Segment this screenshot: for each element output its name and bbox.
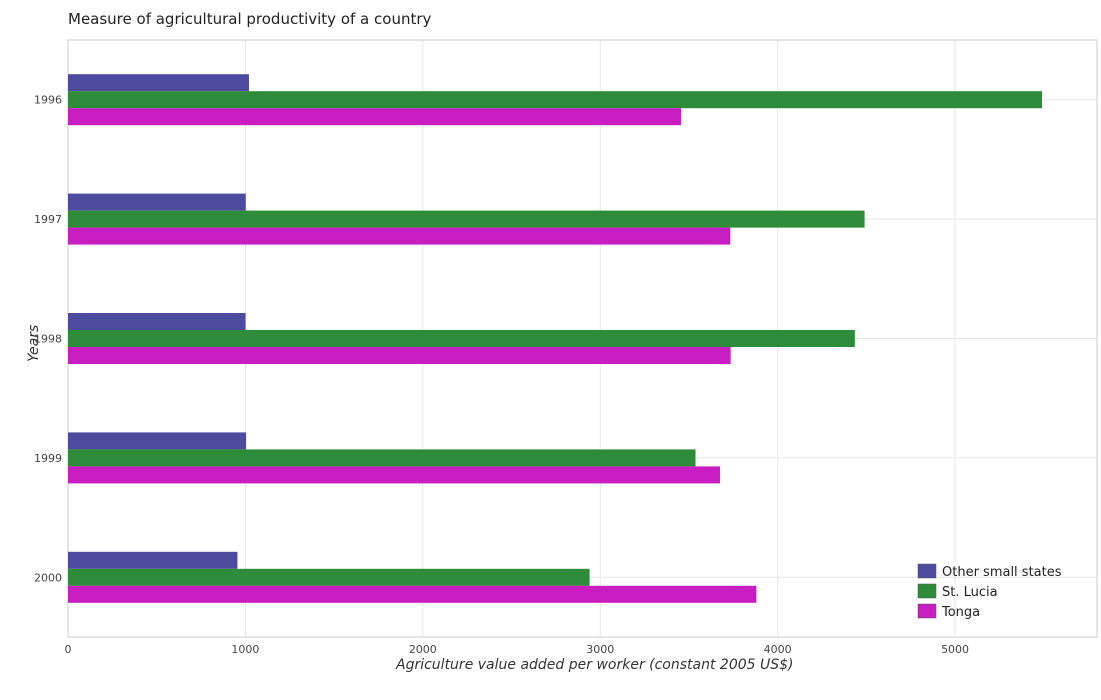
- x-tick-labels: 0 1000 2000 3000 4000 5000: [65, 643, 970, 656]
- bar-other-small-states-1999: [68, 432, 247, 450]
- bar-other-small-states-1996: [68, 74, 249, 92]
- y-tick-label: 1996: [34, 94, 62, 107]
- legend-swatch: [917, 583, 937, 599]
- x-tick-label: 3000: [586, 643, 614, 656]
- y-tick-label: 1997: [34, 213, 62, 226]
- bar-tonga-1998: [68, 347, 731, 364]
- bar-other-small-states-2000: [68, 551, 238, 569]
- bar-st-lucia-1998: [68, 330, 855, 347]
- bar-st-lucia-1997: [68, 210, 865, 228]
- bar-tonga-2000: [68, 585, 757, 603]
- bar-st-lucia-1999: [68, 449, 696, 467]
- y-tick-labels: 1996 1997 1998 1999 2000: [34, 94, 62, 585]
- x-tick-label: 1000: [231, 643, 259, 656]
- bar-other-small-states-1998: [68, 313, 246, 330]
- y-axis-label: Years: [26, 325, 42, 362]
- legend-label: Tonga: [941, 605, 980, 620]
- legend-label: St. Lucia: [942, 585, 998, 600]
- bar-tonga-1997: [68, 227, 731, 245]
- x-tick-label: 0: [65, 643, 72, 656]
- legend-swatch: [917, 563, 937, 579]
- bar-st-lucia-1996: [68, 91, 1043, 109]
- bar-other-small-states-1997: [68, 193, 246, 211]
- y-tick-label: 2000: [34, 571, 62, 584]
- legend-label: Other small states: [942, 565, 1062, 580]
- chart-title: Measure of agricultural productivity of …: [68, 10, 431, 28]
- y-tick-label: 1999: [34, 452, 62, 465]
- x-tick-label: 4000: [764, 643, 792, 656]
- bar-tonga-1996: [68, 108, 681, 126]
- legend: Other small states St. Lucia Tonga: [917, 563, 1062, 620]
- bars: [68, 74, 1043, 603]
- x-axis-label: Agriculture value added per worker (cons…: [395, 657, 794, 673]
- x-tick-label: 2000: [409, 643, 437, 656]
- bar-st-lucia-2000: [68, 568, 590, 586]
- legend-swatch: [917, 603, 937, 619]
- x-tick-label: 5000: [941, 643, 969, 656]
- y-tick-label: 1998: [34, 333, 62, 346]
- bar-tonga-1999: [68, 466, 720, 484]
